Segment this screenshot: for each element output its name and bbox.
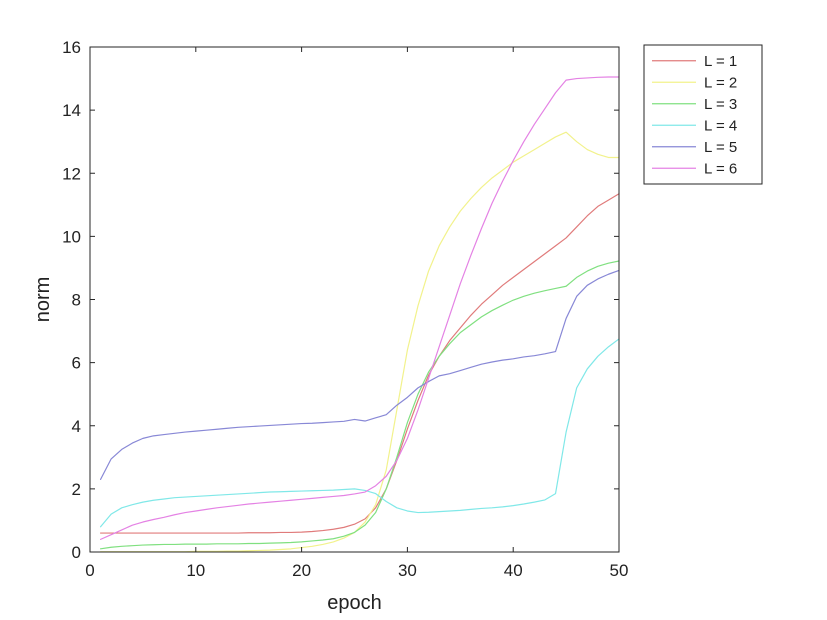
y-tick-label: 2	[72, 480, 81, 499]
x-tick-label: 0	[85, 561, 94, 580]
plot-frame	[89, 46, 620, 553]
series-line-5	[99, 269, 620, 481]
legend-label-5: L = 5	[704, 139, 737, 156]
x-tick-label: 50	[610, 561, 629, 580]
y-tick-label: 10	[62, 227, 81, 246]
x-tick-label: 10	[186, 561, 205, 580]
x-tick-label: 20	[292, 561, 311, 580]
x-tick-label: 40	[504, 561, 523, 580]
series-line-3	[99, 260, 620, 550]
legend-label-4: L = 4	[704, 117, 737, 134]
series-group	[99, 76, 620, 553]
legend-label-6: L = 6	[704, 160, 737, 177]
y-tick-label: 16	[62, 38, 81, 57]
series-line-4	[99, 338, 620, 528]
legend: L = 1 L = 2 L = 3 L = 4 L = 5 L = 6	[643, 44, 763, 185]
y-tick-label: 0	[72, 543, 81, 562]
ticks: 0 10 20 30 40 50 0 2 4 6 8 10 12 14 16	[62, 38, 628, 580]
x-tick-label: 30	[398, 561, 417, 580]
y-tick-label: 8	[72, 291, 81, 310]
y-tick-label: 12	[62, 164, 81, 183]
legend-label-2: L = 2	[704, 74, 737, 91]
y-axis-title: norm	[32, 277, 54, 323]
series-line-2	[99, 131, 620, 553]
y-tick-label: 14	[62, 101, 81, 120]
legend-label-1: L = 1	[704, 53, 737, 70]
y-tick-label: 6	[72, 354, 81, 373]
series-line-6	[99, 76, 620, 540]
axes	[89, 46, 620, 553]
legend-box	[643, 44, 763, 185]
legend-label-3: L = 3	[704, 96, 737, 113]
y-tick-label: 4	[72, 417, 81, 436]
x-axis-title: epoch	[327, 592, 382, 614]
series-line-1	[99, 193, 620, 534]
